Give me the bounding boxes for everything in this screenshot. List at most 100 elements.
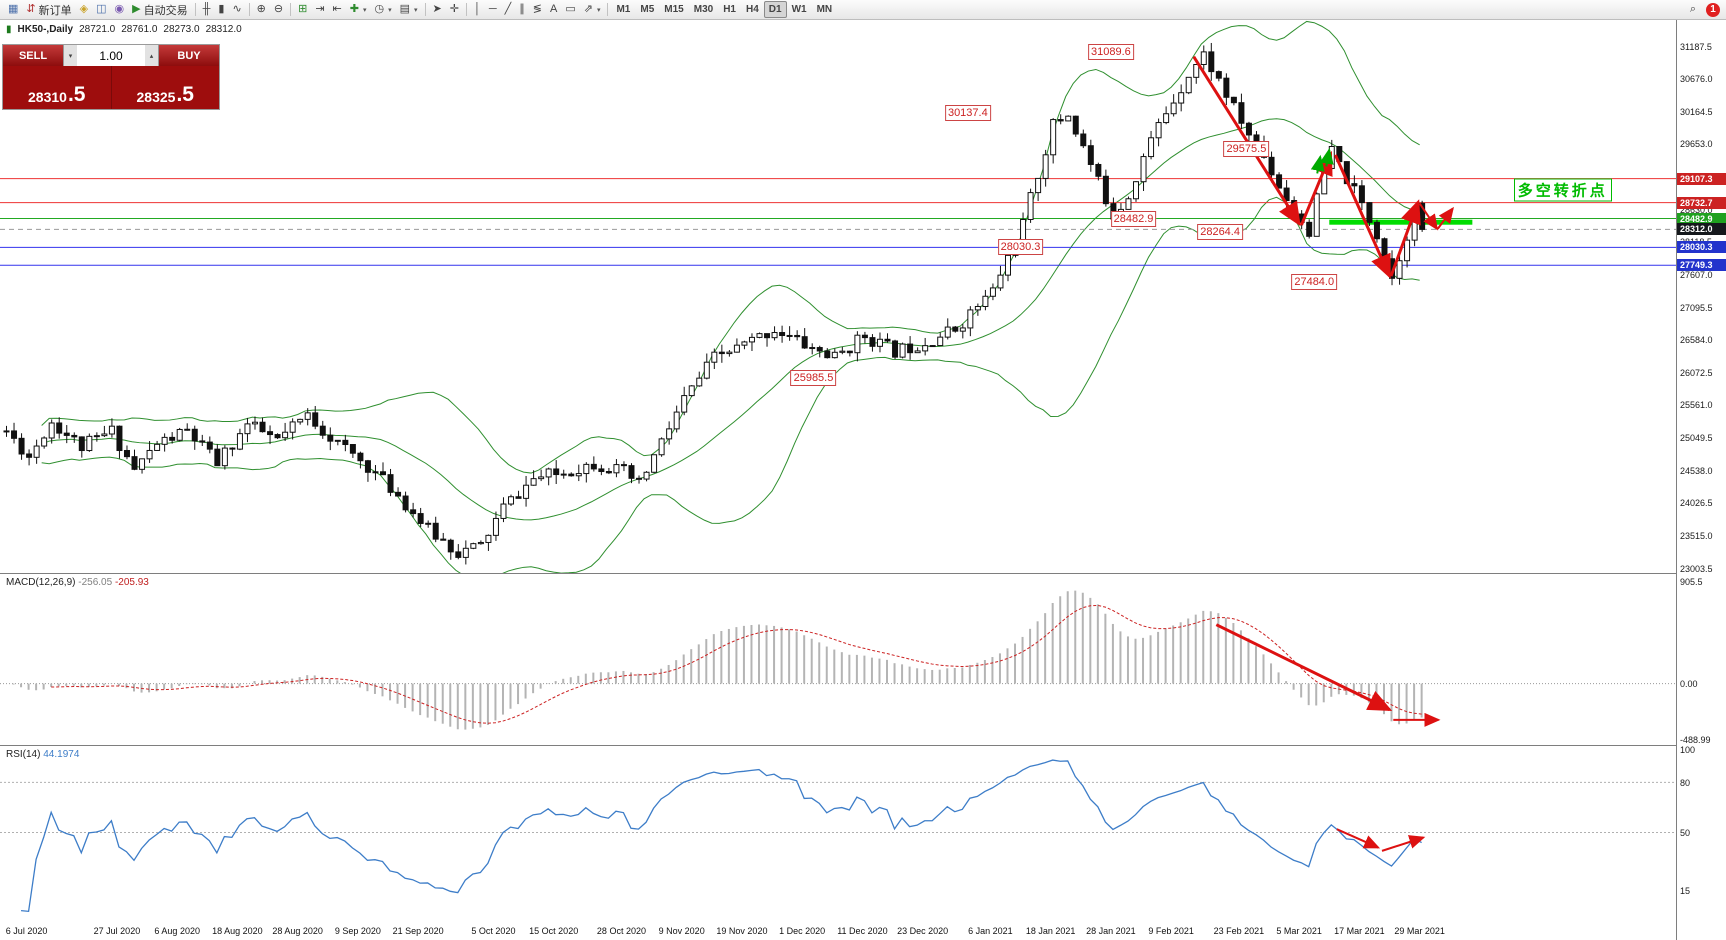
macd-panel-canvas[interactable] xyxy=(0,573,1676,745)
buy-price[interactable]: 28325.5 xyxy=(110,66,220,109)
price-callout[interactable]: 31089.6 xyxy=(1088,44,1134,61)
volume-increase-button[interactable]: ▴ xyxy=(145,45,158,66)
horizontal-line-icon: ─ xyxy=(488,3,497,15)
date-label: 18 Aug 2020 xyxy=(212,926,263,936)
notification-badge[interactable]: 1 xyxy=(1706,2,1720,17)
vertical-line-icon[interactable]: │ xyxy=(470,1,485,18)
search-button[interactable]: ⌕ xyxy=(1686,1,1700,18)
autotrading-icon: ▶ xyxy=(132,3,141,15)
timeframe-button-m30[interactable]: M30 xyxy=(693,4,714,15)
date-label: 17 Mar 2021 xyxy=(1334,926,1385,936)
price-callout[interactable]: 28264.4 xyxy=(1197,224,1243,241)
trendline-icon[interactable]: ╱ xyxy=(501,1,516,18)
volume-input[interactable] xyxy=(77,48,145,63)
price-callout[interactable]: 30137.4 xyxy=(944,104,991,121)
buy-button[interactable]: BUY xyxy=(159,45,219,66)
date-label: 6 Jan 2021 xyxy=(968,926,1013,936)
toolbar-items: ▦ ⇵ 新订单 ◈ ◫ ◉ ▶ 自动交易 ╫ ▮ ∿ ⊕ ⊖ ⊞ ⇥ ⇤ ✚ ▾ ◷ ▾ ▤ ▾ ➤ ✛ │ ─ ╱ ∥ ≶ A ▭ ⇗ ▾ M1… xyxy=(4,1,837,18)
market-watch-icon[interactable]: ◫ xyxy=(92,1,110,18)
price-axis[interactable]: 31187.530676.030164.529653.029141.528630… xyxy=(1676,20,1726,940)
timeframe-button-m15[interactable]: M15 xyxy=(664,4,684,15)
timeframe-button-mn[interactable]: MN xyxy=(816,4,833,15)
time-axis[interactable]: 6 Jul 2020 27 Jul 2020 6 Aug 2020 18 Aug 20… xyxy=(0,922,1676,940)
label-icon: ▭ xyxy=(565,3,576,15)
close-value: 28312.0 xyxy=(205,24,242,35)
metaeditor-icon[interactable]: ◈ xyxy=(76,1,92,18)
new-chart-icon[interactable]: ▦ xyxy=(4,1,22,18)
timeframe-button-w1[interactable]: W1 xyxy=(791,4,807,15)
autotrading-button[interactable]: ▶ 自动交易 xyxy=(128,1,191,18)
tile-windows-icon[interactable]: ⊞ xyxy=(294,1,311,18)
sell-button[interactable]: SELL xyxy=(3,45,63,66)
zoom-in-icon[interactable]: ⊕ xyxy=(253,1,270,18)
indicator-axis-label: 50 xyxy=(1680,828,1691,838)
price-axis-label: 31187.5 xyxy=(1680,41,1712,52)
search-icon: ⌕ xyxy=(1689,3,1696,15)
price-callout[interactable]: 25985.5 xyxy=(790,369,837,386)
main-chart-canvas[interactable] xyxy=(0,20,1676,573)
volume-decrease-button[interactable]: ▾ xyxy=(64,45,77,66)
indicators-icon: ✚ xyxy=(349,3,359,15)
new-order-button[interactable]: ⇵ 新订单 xyxy=(22,1,75,18)
timeframe-button-h4[interactable]: H4 xyxy=(745,4,759,15)
periods-icon[interactable]: ◷ ▾ xyxy=(370,1,395,18)
date-label: 28 Aug 2020 xyxy=(272,926,323,936)
timeframe-button-m5[interactable]: M5 xyxy=(640,4,655,15)
arrows-tool-icon[interactable]: ⇗ ▾ xyxy=(580,1,605,18)
macd-label: MACD(12,26,9) -256.05 -205.93 xyxy=(6,577,149,588)
navigator-icon[interactable]: ◉ xyxy=(111,1,129,18)
rsi-line xyxy=(21,759,1422,913)
price-callout[interactable]: 28482.9 xyxy=(1110,210,1157,227)
price-callout[interactable]: 27484.0 xyxy=(1291,274,1338,291)
bar-chart-icon[interactable]: ╫ xyxy=(199,1,215,18)
candlestick-chart-icon[interactable]: ▮ xyxy=(214,1,228,18)
rsi-panel-canvas[interactable] xyxy=(0,745,1676,922)
price-axis-label: 27607.0 xyxy=(1680,269,1713,280)
support-highlight-bar[interactable] xyxy=(1329,219,1473,225)
chart-shift-icon[interactable]: ⇤ xyxy=(329,1,346,18)
periods-icon: ◷ xyxy=(374,3,385,15)
label-icon[interactable]: ▭ xyxy=(561,1,579,18)
macd-signal-line xyxy=(51,604,1422,724)
date-label: 11 Dec 2020 xyxy=(837,926,888,936)
volume-field: ▾ ▴ xyxy=(63,45,159,66)
trend-arrows[interactable] xyxy=(1192,55,1454,279)
toolbar-separator xyxy=(248,3,250,16)
channel-icon[interactable]: ∥ xyxy=(515,1,529,18)
buy-price-frac: .5 xyxy=(176,83,194,107)
timeframe-button-d1[interactable]: D1 xyxy=(763,1,787,18)
timeframe-button-m1[interactable]: M1 xyxy=(616,4,631,15)
sell-price[interactable]: 28310.5 xyxy=(3,66,111,109)
indicator-axis-label: -488.99 xyxy=(1680,734,1711,745)
price-axis-label: 27095.5 xyxy=(1680,302,1713,313)
price-callout[interactable]: 29575.5 xyxy=(1223,140,1270,157)
indicators-icon[interactable]: ✚ ▾ xyxy=(346,1,371,18)
zoom-out-icon[interactable]: ⊖ xyxy=(270,1,287,18)
symbol-label: HK50-,Daily xyxy=(17,24,74,35)
crosshair-icon[interactable]: ✛ xyxy=(446,1,463,18)
date-label: 29 Mar 2021 xyxy=(1394,926,1445,936)
fibonacci-icon: ≶ xyxy=(532,3,542,15)
dropdown-caret-icon: ▾ xyxy=(388,6,392,14)
panel-separator[interactable] xyxy=(0,745,1726,746)
text-icon[interactable]: A xyxy=(546,1,561,18)
date-label: 23 Dec 2020 xyxy=(897,926,949,936)
indicator-axis-label: 0.00 xyxy=(1680,679,1698,690)
toolbar-separator xyxy=(607,3,609,16)
fibonacci-icon[interactable]: ≶ xyxy=(529,1,546,18)
indicator-axis-label: 905.5 xyxy=(1680,576,1703,587)
line-chart-icon[interactable]: ∿ xyxy=(228,1,245,18)
candles xyxy=(3,42,1426,565)
macd-name: MACD(12,26,9) xyxy=(6,577,76,588)
timeframe-button-h1[interactable]: H1 xyxy=(723,4,736,15)
panel-separator[interactable] xyxy=(0,573,1726,574)
date-label: 27 Jul 2020 xyxy=(93,926,141,936)
cursor-icon[interactable]: ➤ xyxy=(429,1,446,18)
templates-icon[interactable]: ▤ ▾ xyxy=(396,1,422,18)
auto-scroll-icon[interactable]: ⇥ xyxy=(311,1,328,18)
annotation-text[interactable]: 多空转折点 xyxy=(1513,178,1612,202)
macd-value: -256.05 xyxy=(78,577,113,588)
price-callout[interactable]: 28030.3 xyxy=(997,239,1044,256)
indicator-axis-label: 100 xyxy=(1680,744,1696,755)
horizontal-line-icon[interactable]: ─ xyxy=(485,1,501,18)
